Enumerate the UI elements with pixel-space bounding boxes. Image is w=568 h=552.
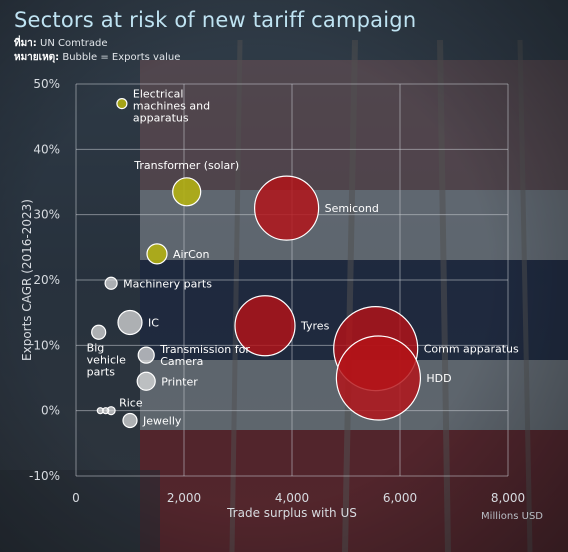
note-label: หมายเหตุ:	[14, 52, 60, 63]
y-tick-label: 20%	[33, 273, 60, 287]
y-tick-label: 40%	[33, 142, 60, 156]
y-tick-label: 50%	[33, 77, 60, 91]
bubbles	[91, 97, 421, 429]
bubble-label-electrical-machines-and-apparatus: Electrical machines and apparatus	[133, 88, 210, 125]
bubble-label-transformer-solar-: Transformer (solar)	[133, 159, 239, 172]
bubble-semicond	[254, 175, 320, 241]
bubble-label-tyres: Tyres	[300, 320, 330, 333]
bubble-tyres	[234, 295, 296, 357]
bubble-big-vehicle-parts	[91, 324, 107, 340]
bubble-transformer-solar-	[172, 177, 202, 207]
x-tick-label: 2,000	[167, 491, 201, 505]
bubble-label-transmission-for-camera: Transmission for Camera	[159, 343, 250, 368]
bubble-ic	[117, 309, 143, 336]
bubble-label-semicond: Semicond	[325, 202, 379, 215]
bubble-jewelly	[122, 412, 138, 429]
x-tick-label: 0	[72, 491, 80, 505]
bubble-electrical-machines-and-apparatus	[116, 97, 128, 110]
bubble-label-big-vehicle-parts: Big vehicle parts	[87, 341, 126, 378]
bubble-label-aircon: AirCon	[173, 248, 210, 261]
y-tick-label: -10%	[29, 469, 60, 483]
x-unit-label: Millions USD	[481, 511, 543, 522]
bubble-label-rice: Rice	[119, 397, 143, 410]
bubble-labels: Electrical machines and apparatus Transform…	[87, 88, 519, 428]
bubble-printer	[136, 371, 156, 391]
bubble-label-machinery-parts: Machinery parts	[123, 277, 212, 290]
bubble-label-printer: Printer	[161, 375, 198, 388]
note-value: Bubble = Exports value	[62, 52, 181, 63]
bubble-transmission-for-camera	[137, 346, 155, 364]
bubble-machinery-parts	[104, 276, 118, 290]
x-axis-label: Trade surplus with US	[226, 506, 357, 520]
bubble-hdd	[335, 335, 421, 421]
x-tick-label: 8,000	[491, 491, 525, 505]
y-tick-label: 10%	[33, 338, 60, 352]
source-label: ที่มา:	[14, 38, 37, 49]
bubble-aircon	[146, 243, 168, 265]
x-tick-label: 4,000	[275, 491, 309, 505]
x-tick-label: 6,000	[383, 491, 417, 505]
source-line: ที่มา: UN Comtrade	[14, 36, 107, 51]
y-tick-label: 30%	[33, 208, 60, 222]
grid-lines	[75, 83, 509, 477]
x-tick-labels: 0 2,000 4,000 6,000 8,000	[72, 491, 525, 505]
y-axis-label: Exports CAGR (2016-2023)	[20, 199, 34, 361]
source-value: UN Comtrade	[40, 38, 108, 49]
y-tick-label: 0%	[41, 404, 60, 418]
bubble-label-jewelly: Jewelly	[142, 414, 182, 427]
bubble-label-ic: IC	[148, 316, 159, 329]
bubble-label-comm-apparatus: Comm apparatus	[424, 343, 519, 356]
chart-title: Sectors at risk of new tariff campaign	[14, 8, 417, 32]
bubble-unlabeled-14	[102, 407, 110, 415]
bubble-label-hdd: HDD	[426, 372, 451, 385]
y-tick-labels: 50% 40% 30% 20% 10% 0% -10%	[29, 77, 60, 483]
note-line: หมายเหตุ: Bubble = Exports value	[14, 50, 180, 65]
